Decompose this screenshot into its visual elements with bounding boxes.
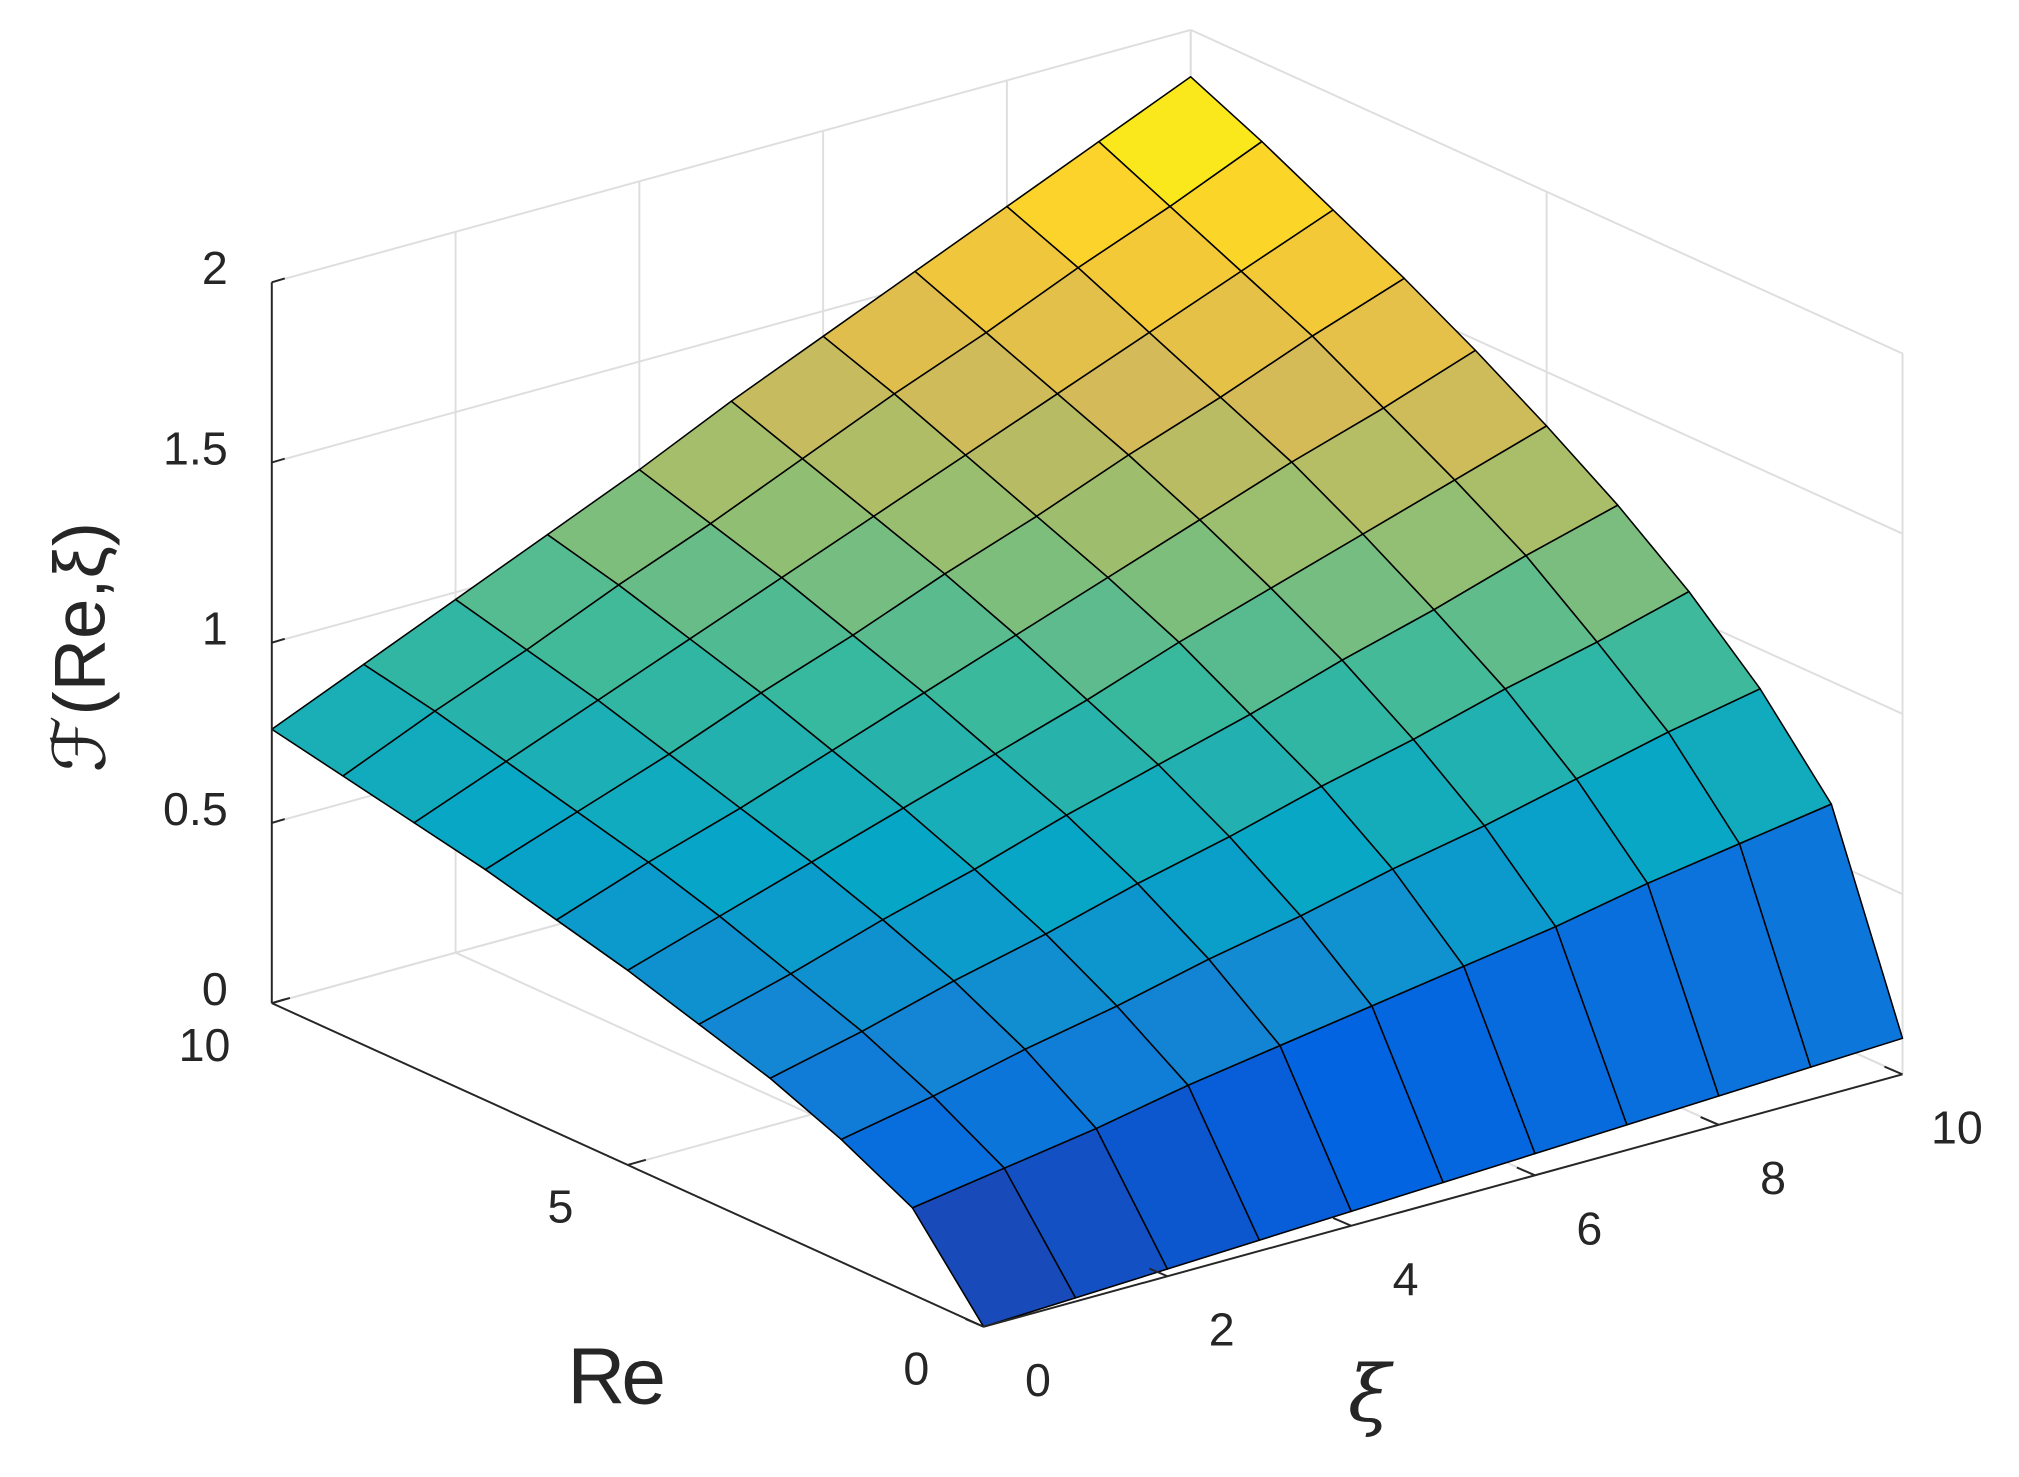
- y-tick: [271, 997, 291, 1005]
- z-tick: [271, 637, 286, 644]
- y-tick-label: 10: [179, 1019, 231, 1071]
- z-tick: [271, 818, 286, 824]
- x-tick: [1884, 1065, 1903, 1076]
- y-tick-label: 0: [903, 1342, 929, 1394]
- x-tick: [965, 1318, 984, 1328]
- z-axis-label: ℱ(Re,ξ): [40, 522, 121, 772]
- y-tick: [983, 1320, 1003, 1328]
- x-tick-label: 6: [1576, 1203, 1602, 1255]
- z-tick: [271, 457, 286, 464]
- x-axis: [983, 1073, 1903, 1328]
- x-tick-label: 10: [1931, 1102, 1983, 1154]
- x-tick-label: 8: [1760, 1152, 1786, 1204]
- z-tick: [271, 277, 286, 284]
- z-tick-label: 1.5: [163, 422, 228, 474]
- surface-patch: [911, 1167, 1077, 1328]
- grid-line: [271, 28, 1191, 284]
- y-axis: [271, 1002, 985, 1328]
- x-tick: [1148, 1267, 1168, 1278]
- x-tick-label: 2: [1209, 1304, 1235, 1356]
- x-tick: [1516, 1166, 1536, 1177]
- x-tick-label: 4: [1393, 1253, 1419, 1305]
- x-axis-label: ξ: [1348, 1350, 1394, 1440]
- z-tick-label: 0: [202, 963, 228, 1015]
- x-tick: [1332, 1217, 1352, 1227]
- y-tick-label: 5: [547, 1181, 573, 1233]
- x-tick: [1700, 1116, 1720, 1126]
- y-tick: [627, 1158, 647, 1166]
- z-tick-label: 0.5: [163, 783, 228, 835]
- x-tick-label: 0: [1025, 1354, 1051, 1406]
- surface: [271, 75, 1904, 1328]
- z-tick-label: 1: [202, 603, 228, 655]
- y-axis-label: Re: [567, 1332, 663, 1422]
- z-tick-label: 2: [202, 242, 228, 294]
